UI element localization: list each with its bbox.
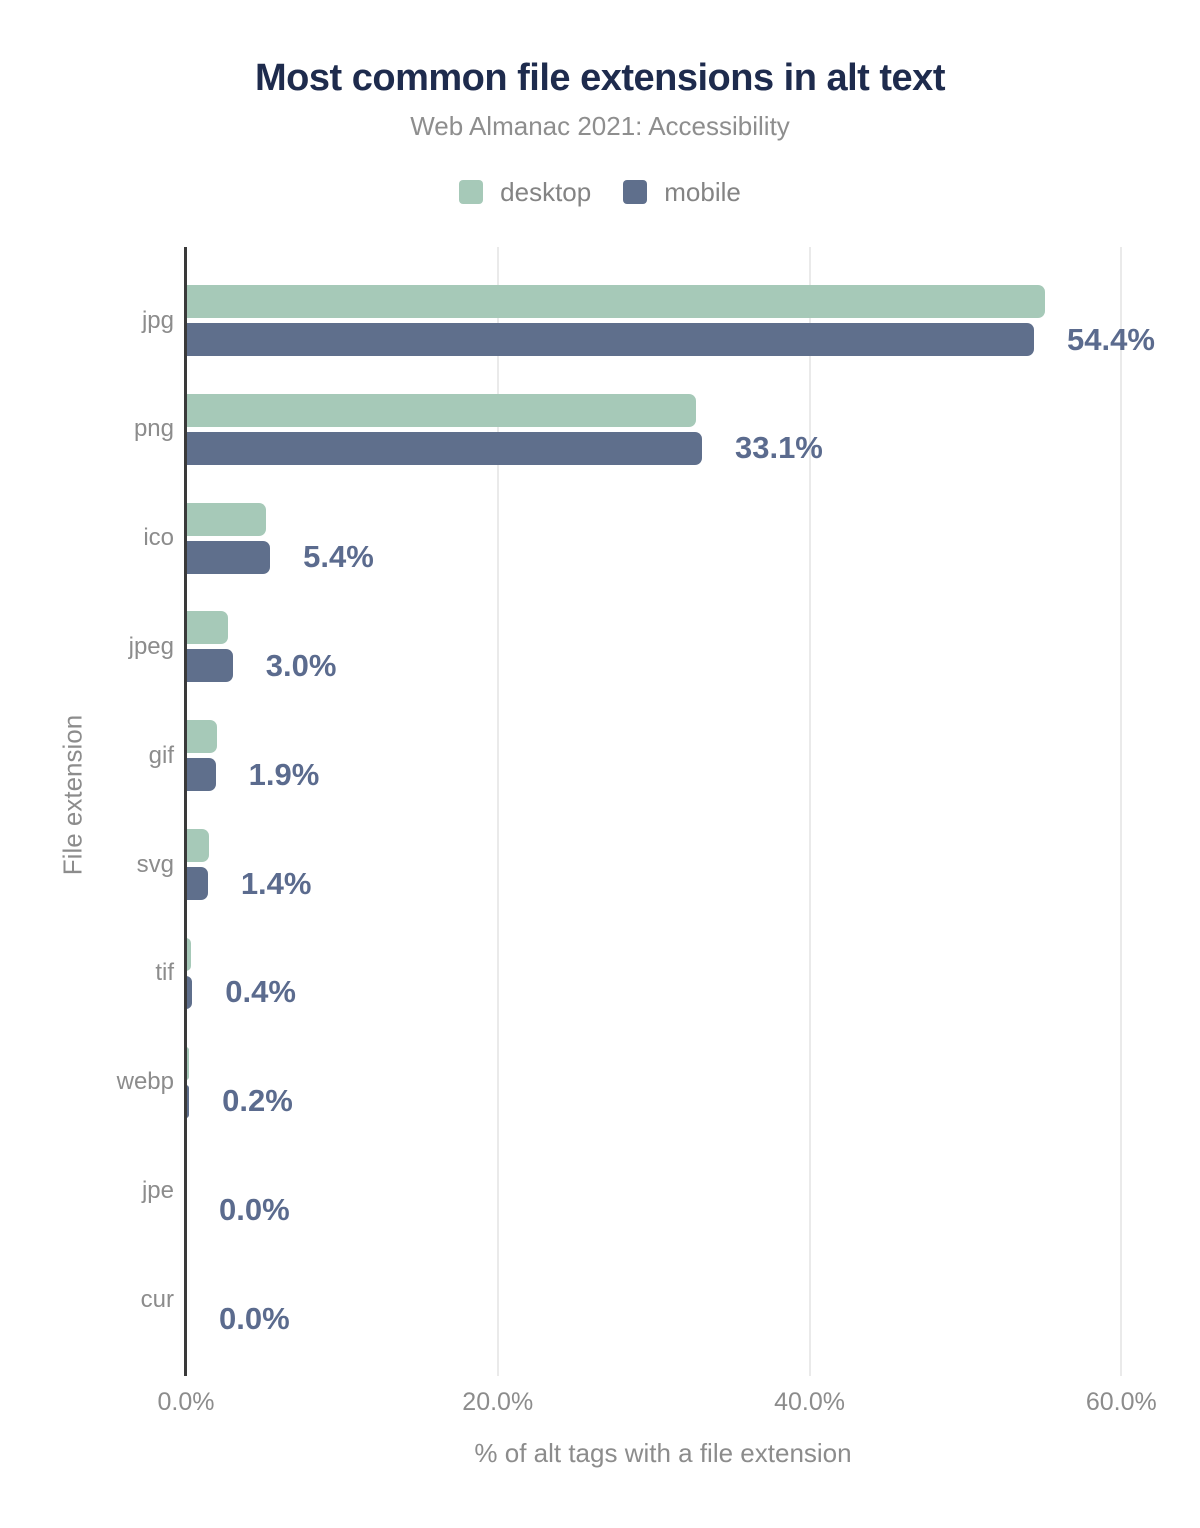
- plot-area: jpg 54.4% png 33.1% ico 5.4% jpeg 3.0% gif 1.9% sv…: [117, 247, 1157, 1416]
- bar-mobile-tif: [186, 975, 193, 1009]
- value-label-ico: 5.4%: [303, 539, 374, 575]
- desktop-swatch-icon: [459, 180, 484, 204]
- x-tick-label: 0.0%: [157, 1388, 215, 1416]
- value-label-svg: 1.4%: [240, 865, 312, 901]
- bar-group-png: png 33.1%: [134, 393, 1140, 466]
- bar-mobile-svg: [186, 867, 208, 900]
- bar-group-svg: svg 1.4%: [137, 829, 1140, 901]
- bar-group-webp: webp 0.2%: [117, 1046, 1140, 1119]
- bar-desktop-png: [186, 393, 696, 427]
- x-axis-title: % of alt tags with a file extension: [474, 1438, 852, 1468]
- gridline-20: [496, 247, 499, 1376]
- bar-desktop-ico: [186, 502, 266, 536]
- category-label-png: png: [133, 415, 174, 443]
- bar-mobile-jpeg: [186, 649, 233, 683]
- legend-item-desktop: desktop: [459, 177, 592, 207]
- y-axis-title: File extension: [57, 714, 88, 876]
- category-label-gif: gif: [148, 741, 174, 769]
- bar-desktop-webp: [186, 1046, 190, 1080]
- x-tick-label: 40.0%: [774, 1388, 845, 1416]
- value-label-png: 33.1%: [734, 430, 823, 466]
- bar-group-jpeg: jpeg 3.0%: [129, 611, 1140, 683]
- legend-label: mobile: [664, 177, 741, 207]
- bar-desktop-gif: [186, 720, 218, 754]
- x-tick-label: 20.0%: [462, 1388, 534, 1416]
- bar-mobile-webp: [186, 1084, 190, 1118]
- legend-label: desktop: [500, 177, 592, 207]
- bar-group-cur: cur 0.0%: [141, 1264, 1140, 1336]
- category-label-svg: svg: [136, 850, 174, 878]
- category-label-ico: ico: [143, 524, 174, 552]
- mobile-swatch-icon: [623, 180, 648, 204]
- x-tick-label: 60.0%: [1085, 1388, 1157, 1416]
- category-label-jpeg: jpeg: [128, 632, 174, 660]
- gridline-40: [808, 247, 811, 1376]
- bar-mobile-png: [186, 431, 702, 465]
- bar-group-jpg: jpg 54.4%: [142, 285, 1155, 357]
- value-label-gif: 1.9%: [248, 756, 320, 792]
- bar-group-ico: ico 5.4%: [143, 502, 1140, 575]
- bar-mobile-jpg: [186, 323, 1034, 356]
- value-label-jpe: 0.0%: [219, 1191, 290, 1227]
- value-label-jpeg: 3.0%: [265, 647, 337, 683]
- chart-subtitle: Web Almanac 2021: Accessibility: [410, 111, 790, 141]
- value-label-jpg: 54.4%: [1067, 321, 1155, 357]
- category-label-tif: tif: [155, 959, 174, 987]
- bar-mobile-gif: [186, 758, 216, 792]
- value-label-webp: 0.2%: [222, 1083, 293, 1119]
- bar-mobile-ico: [186, 540, 271, 574]
- bar-group-tif: tif 0.4%: [155, 937, 1140, 1010]
- chart-title: Most common file extensions in alt text: [255, 57, 945, 99]
- gridline-60: [1120, 247, 1123, 1376]
- category-label-jpe: jpe: [141, 1176, 174, 1204]
- category-label-webp: webp: [116, 1068, 174, 1096]
- legend-item-mobile: mobile: [623, 177, 741, 207]
- category-label-jpg: jpg: [141, 306, 174, 334]
- legend: desktop mobile: [0, 177, 1200, 207]
- bar-group-jpe: jpe 0.0%: [142, 1155, 1140, 1227]
- category-label-cur: cur: [140, 1285, 174, 1313]
- bar-group-gif: gif 1.9%: [149, 720, 1140, 792]
- bar-desktop-jpeg: [186, 611, 229, 645]
- bar-desktop-svg: [186, 829, 210, 862]
- bar-desktop-tif: [186, 937, 191, 971]
- bar-desktop-jpg: [186, 285, 1045, 318]
- y-axis-line: [184, 247, 187, 1376]
- value-label-cur: 0.0%: [219, 1300, 290, 1336]
- value-label-tif: 0.4%: [225, 974, 296, 1010]
